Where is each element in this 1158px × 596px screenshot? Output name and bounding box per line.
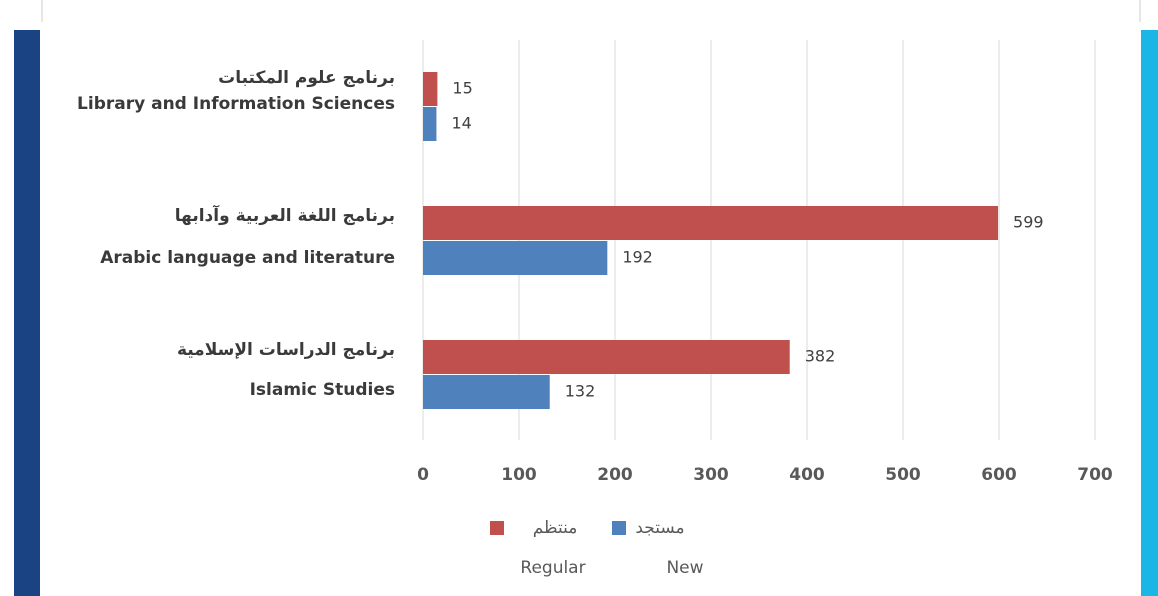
legend-label-en: Regular [520,558,585,578]
legend-label: مستجد [635,518,684,538]
category-label-ar: برنامج علوم المكتبات [218,68,395,88]
category-label-ar: برنامج اللغة العربية وآدابها [175,204,395,226]
x-tick-label: 0 [417,465,429,485]
bar [423,241,608,275]
left-band [14,30,40,596]
value-label: 14 [451,114,471,133]
legend-swatch [490,521,504,535]
x-tick-label: 100 [501,465,537,485]
x-tick-label: 500 [885,465,921,485]
value-label: 192 [622,248,653,267]
value-label: 382 [805,347,836,366]
category-label: Islamic Studies [250,380,395,400]
bar [423,375,550,409]
right-band [1141,30,1158,596]
bar [423,107,437,141]
bar [423,340,790,374]
legend-label: منتظم [533,518,578,538]
category-label: Arabic language and literature [100,248,395,268]
category-label-ar: برنامج الدراسات الإسلامية [177,340,395,360]
value-label: 132 [565,382,596,401]
x-tick-label: 200 [597,465,633,485]
bar [423,206,999,240]
category-label: Library and Information Sciences [77,94,395,114]
legend-swatch [612,521,626,535]
value-label: 15 [452,79,472,98]
x-tick-label: 400 [789,465,825,485]
x-tick-label: 600 [981,465,1017,485]
x-tick-label: 700 [1077,465,1113,485]
x-tick-label: 300 [693,465,729,485]
value-label: 599 [1013,213,1044,232]
bar [423,72,438,106]
legend-label-en: New [666,558,703,578]
